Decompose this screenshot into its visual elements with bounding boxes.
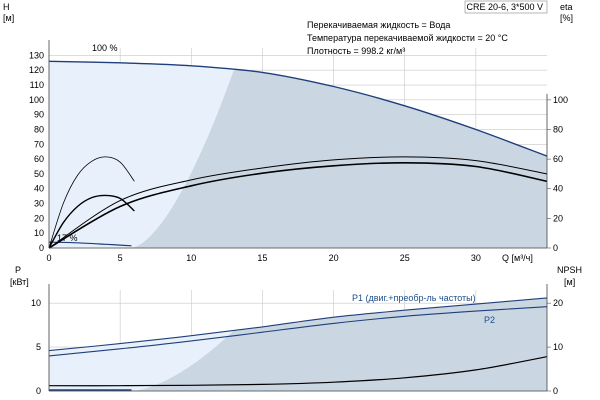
y-tick-label-eta: 100 <box>553 95 568 105</box>
eta-curve-low-speed-1 <box>48 156 135 249</box>
eta-curve-inner <box>48 161 548 249</box>
y-tick-label-eta: 0 <box>553 243 558 253</box>
head-efficiency-panel: 0 10 20 30 40 50 60 70 80 90 100 110 120 130 0 5 10 15 20 2… <box>3 0 573 263</box>
model-label: CRE 20-6, 3*500 V <box>466 2 543 12</box>
head-curve-100 <box>48 60 548 157</box>
y-axis-unit-npsh: [м] <box>564 277 575 287</box>
x-tick-label: 30 <box>471 253 481 263</box>
y-tick-label-p: 10 <box>31 298 41 308</box>
eta-curve-outer <box>48 156 548 249</box>
y-tick-label-h: 50 <box>34 169 44 179</box>
y-tick-label-p: 5 <box>36 342 41 352</box>
x-tick-label: 10 <box>186 253 196 263</box>
bottom-operating-region <box>49 297 547 391</box>
x-tick-label: 25 <box>400 253 410 263</box>
y-tick-label-h: 20 <box>34 213 44 223</box>
y-tick-label-h: 110 <box>30 80 44 90</box>
y-axis-label-p: P <box>15 265 21 275</box>
power-p1-curve <box>48 297 548 352</box>
y-tick-label-eta: 60 <box>553 154 563 164</box>
y-tick-label-npsh: 10 <box>553 342 563 352</box>
y-tick-label-h: 120 <box>29 65 44 75</box>
y-tick-label-eta: 20 <box>553 213 563 223</box>
y-tick-label-h: 60 <box>34 154 44 164</box>
y-tick-label-h: 30 <box>34 199 44 209</box>
y-tick-label-npsh: 20 <box>553 298 563 308</box>
y-axis-label-eta: eta <box>560 2 573 12</box>
y-tick-label-h: 40 <box>34 184 44 194</box>
eta-curve-low-speed-2 <box>48 194 135 249</box>
top-curves <box>48 60 548 249</box>
x-tick-label: 0 <box>46 253 51 263</box>
bottom-curves <box>48 297 548 391</box>
top-axes: 0 10 20 30 40 50 60 70 80 90 100 110 120 130 0 5 10 15 20 2… <box>29 40 568 263</box>
head-curve-17 <box>48 241 132 247</box>
power-npsh-panel: 0 5 10 0 10 20 P [кВт] NPSH [м] P1 (двиг.+пре… <box>10 265 582 396</box>
y-axis-unit-p: [кВт] <box>10 277 29 287</box>
power-p2-curve <box>48 306 548 357</box>
y-axis-unit-eta: [%] <box>560 13 573 23</box>
x-axis-label: Q [м³/ч] <box>502 253 533 263</box>
y-axis-label-npsh: NPSH <box>557 265 582 275</box>
y-tick-label-h: 70 <box>34 139 44 149</box>
y-tick-label-npsh: 0 <box>553 386 558 396</box>
x-tick-label: 15 <box>257 253 267 263</box>
model-label-box <box>464 0 548 14</box>
legend-p2: P2 <box>484 315 495 325</box>
y-tick-label-h: 0 <box>39 243 44 253</box>
npsh-curve <box>48 356 548 387</box>
annotation-density: Плотность = 998.2 кг/м³ <box>307 46 405 56</box>
y-tick-label-eta: 40 <box>553 184 563 194</box>
x-tick-label: 5 <box>118 253 123 263</box>
bottom-dark-region <box>131 297 547 391</box>
y-tick-label-h: 130 <box>29 50 44 60</box>
y-tick-label-h: 10 <box>34 228 44 238</box>
operating-region <box>49 61 547 248</box>
speed-label-100: 100 % <box>92 43 118 53</box>
y-tick-label-h: 100 <box>29 95 44 105</box>
y-tick-label-h: 90 <box>34 110 44 120</box>
annotation-liquid: Перекачиваемая жидкость = Вода <box>307 20 450 30</box>
bottom-axes: 0 5 10 0 10 20 <box>31 284 563 396</box>
dark-region <box>131 69 547 248</box>
y-tick-label-eta: 80 <box>553 124 563 134</box>
y-axis-unit-h: [м] <box>3 13 14 23</box>
legend-p1: P1 (двиг.+преобр-ль частоты) <box>352 293 476 303</box>
y-axis-label-h: H <box>3 2 10 12</box>
speed-label-17: 17 % <box>57 233 78 243</box>
x-tick-label: 20 <box>329 253 339 263</box>
y-tick-label-p: 0 <box>36 386 41 396</box>
y-tick-label-h: 80 <box>34 124 44 134</box>
annotation-temperature: Температура перекачиваемой жидкости = 20… <box>307 33 508 43</box>
